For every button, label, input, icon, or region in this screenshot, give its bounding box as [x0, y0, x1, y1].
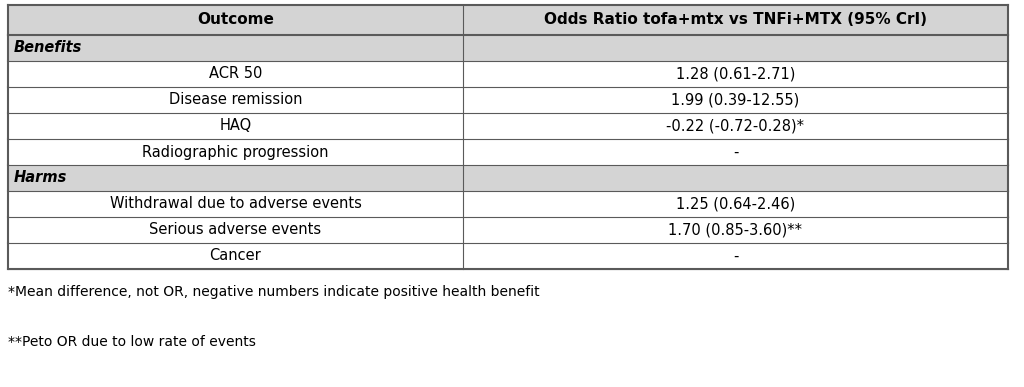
Bar	[8, 191, 463, 217]
Bar	[8, 113, 463, 139]
Text: 1.99 (0.39-12.55): 1.99 (0.39-12.55)	[672, 92, 800, 108]
Bar	[8, 5, 463, 35]
Bar	[463, 87, 1008, 113]
Text: 1.25 (0.64-2.46): 1.25 (0.64-2.46)	[676, 197, 795, 212]
Bar	[463, 191, 1008, 217]
Bar	[463, 217, 1008, 243]
Text: ACR 50: ACR 50	[209, 67, 262, 82]
Text: Odds Ratio tofa+mtx vs TNFi+MTX (95% CrI): Odds Ratio tofa+mtx vs TNFi+MTX (95% CrI…	[544, 12, 927, 27]
Text: 1.28 (0.61-2.71): 1.28 (0.61-2.71)	[676, 67, 796, 82]
Text: Benefits: Benefits	[14, 41, 82, 55]
Bar	[463, 113, 1008, 139]
Text: Serious adverse events: Serious adverse events	[150, 223, 322, 238]
Bar	[8, 87, 463, 113]
Text: HAQ: HAQ	[219, 118, 252, 134]
Text: **Peto OR due to low rate of events: **Peto OR due to low rate of events	[8, 335, 256, 349]
Text: Harms: Harms	[14, 171, 68, 185]
Bar	[8, 243, 463, 269]
Text: Outcome: Outcome	[197, 12, 274, 27]
Bar	[8, 35, 463, 61]
Text: -0.22 (-0.72-0.28)*: -0.22 (-0.72-0.28)*	[667, 118, 805, 134]
Bar	[463, 5, 1008, 35]
Text: Disease remission: Disease remission	[169, 92, 302, 108]
Text: Cancer: Cancer	[210, 248, 261, 264]
Text: Radiographic progression: Radiographic progression	[142, 144, 329, 159]
Bar	[8, 61, 463, 87]
Text: 1.70 (0.85-3.60)**: 1.70 (0.85-3.60)**	[669, 223, 803, 238]
Bar	[463, 139, 1008, 165]
Text: *Mean difference, not OR, negative numbers indicate positive health benefit: *Mean difference, not OR, negative numbe…	[8, 285, 540, 299]
Bar	[463, 243, 1008, 269]
Text: -: -	[733, 248, 738, 264]
Bar	[463, 61, 1008, 87]
Text: Withdrawal due to adverse events: Withdrawal due to adverse events	[110, 197, 361, 212]
Bar	[8, 165, 463, 191]
Bar	[463, 165, 1008, 191]
Text: -: -	[733, 144, 738, 159]
Bar	[8, 139, 463, 165]
Bar	[8, 217, 463, 243]
Bar	[463, 35, 1008, 61]
